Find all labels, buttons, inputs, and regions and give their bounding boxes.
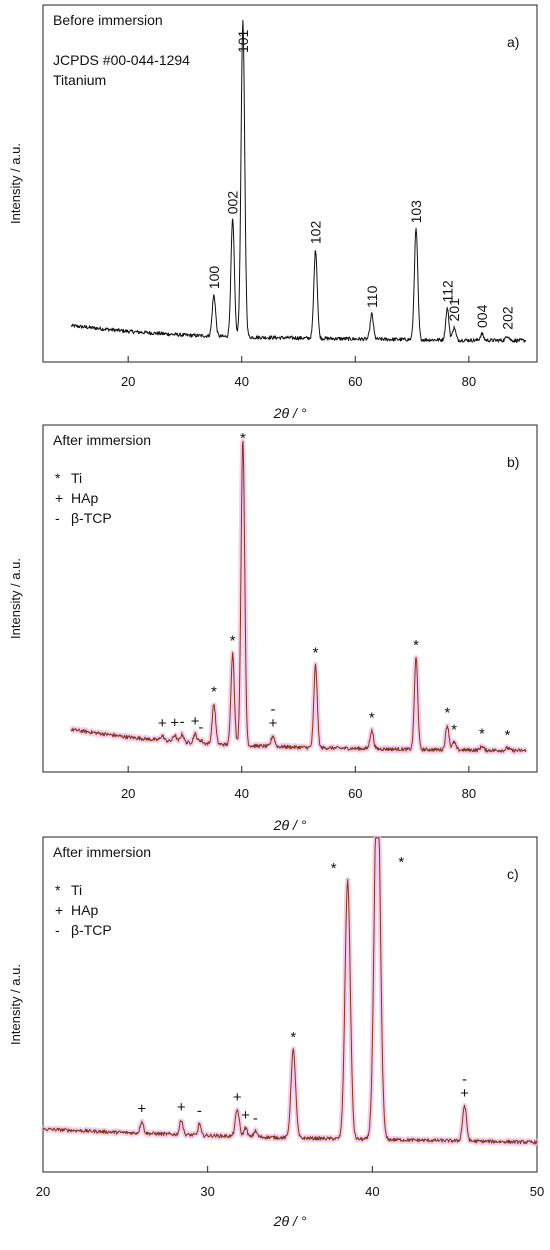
spectrum-line (70, 440, 527, 753)
legend-label: β-TCP (71, 922, 112, 938)
peak-label: + (241, 1107, 250, 1124)
peak-label: - (270, 701, 275, 718)
plot-frame (42, 4, 538, 363)
x-tick-label: 20 (36, 1184, 50, 1199)
peak-label: 202 (499, 306, 515, 330)
peak-label: * (398, 854, 404, 871)
spectrum-line (70, 19, 527, 343)
x-tick-label: 30 (200, 1184, 214, 1199)
panel-label: a) (507, 34, 519, 50)
peak-label: * (479, 726, 485, 743)
peak-label: * (290, 1029, 296, 1046)
panel-title: After immersion (53, 844, 151, 860)
legend-symbol: + (55, 490, 63, 506)
peak-label: + (233, 1089, 242, 1106)
legend-symbol: - (55, 922, 60, 938)
peak-label: * (211, 683, 217, 700)
y-axis-label: Intensity / a.u. (8, 143, 23, 224)
panel-title: Before immersion (53, 12, 163, 28)
x-tick-label: 60 (348, 786, 362, 801)
peak-label: * (413, 637, 419, 654)
peak-label: + (170, 714, 179, 731)
legend-label: HAp (71, 902, 98, 918)
x-tick-label: 80 (462, 374, 476, 389)
peak-label: + (158, 715, 167, 732)
chart-panel-a: 20 40 60 80 2θ / ° Intensity / a.u. Before imm… (8, 4, 538, 421)
x-tick-label: 50 (530, 1184, 544, 1199)
panel-title: After immersion (53, 432, 151, 448)
peak-label: * (444, 704, 450, 721)
legend-symbol: - (55, 510, 60, 526)
peak-label: + (191, 713, 200, 730)
peak-label: - (462, 1071, 467, 1088)
panel-label: c) (507, 866, 519, 882)
legend-label: β-TCP (71, 510, 112, 526)
peak-label: * (230, 632, 236, 649)
peak-label: 103 (408, 200, 424, 224)
spectrum-line (42, 837, 538, 1145)
peak-label: * (331, 860, 337, 877)
panel-label: b) (507, 454, 519, 470)
peak-label: + (269, 715, 278, 732)
panel-note: Titanium (53, 72, 106, 88)
peak-label: 102 (308, 221, 324, 245)
x-tick-label: 60 (348, 374, 362, 389)
peak-label: 002 (225, 191, 241, 215)
peak-label: + (137, 1100, 146, 1117)
peak-label: * (451, 721, 457, 738)
peak-label: 004 (474, 304, 490, 328)
peak-label: * (313, 644, 319, 661)
x-tick-label: 40 (235, 374, 249, 389)
panel-note: JCPDS #00-044-1294 (53, 52, 190, 68)
spectrum-band (68, 438, 529, 755)
legend-symbol: + (55, 902, 63, 918)
peak-label: * (505, 727, 511, 744)
x-tick-label: 40 (365, 1184, 379, 1199)
legend-label: Ti (71, 470, 82, 486)
chart-panel-b: 20 40 60 80 2θ / ° Intensity / a.u. After imme… (8, 424, 538, 833)
peak-label: 100 (206, 266, 222, 290)
x-axis-label: 2θ / ° (273, 405, 307, 421)
peak-label: + (460, 1085, 469, 1102)
peak-label: - (180, 714, 185, 731)
chart-panel-c: 20 30 40 50 2θ / ° Intensity / a.u. After imme… (8, 835, 544, 1229)
peak-label: 110 (364, 285, 380, 308)
x-tick-label: 20 (121, 786, 135, 801)
x-axis-label: 2θ / ° (273, 1213, 307, 1229)
peak-label: 201 (446, 298, 462, 322)
peak-label: 112 (439, 280, 455, 303)
x-tick-label: 20 (121, 374, 135, 389)
legend-symbol: * (55, 470, 61, 486)
x-tick-label: 40 (235, 786, 249, 801)
peak-label: - (198, 719, 203, 736)
legend-label: HAp (71, 490, 98, 506)
legend-label: Ti (71, 882, 82, 898)
y-axis-label: Intensity / a.u. (8, 964, 23, 1045)
peak-label: * (240, 430, 246, 447)
y-axis-label: Intensity / a.u. (8, 558, 23, 639)
peak-label: * (369, 709, 375, 726)
peak-label: + (177, 1099, 186, 1116)
x-axis-label: 2θ / ° (273, 817, 307, 833)
peak-label: - (253, 1110, 258, 1127)
peak-label: 101 (235, 29, 251, 53)
peak-label: - (197, 1103, 202, 1120)
x-tick-label: 80 (462, 786, 476, 801)
plot-frame (42, 836, 538, 1173)
plot-frame (42, 424, 538, 773)
legend-symbol: * (55, 882, 61, 898)
